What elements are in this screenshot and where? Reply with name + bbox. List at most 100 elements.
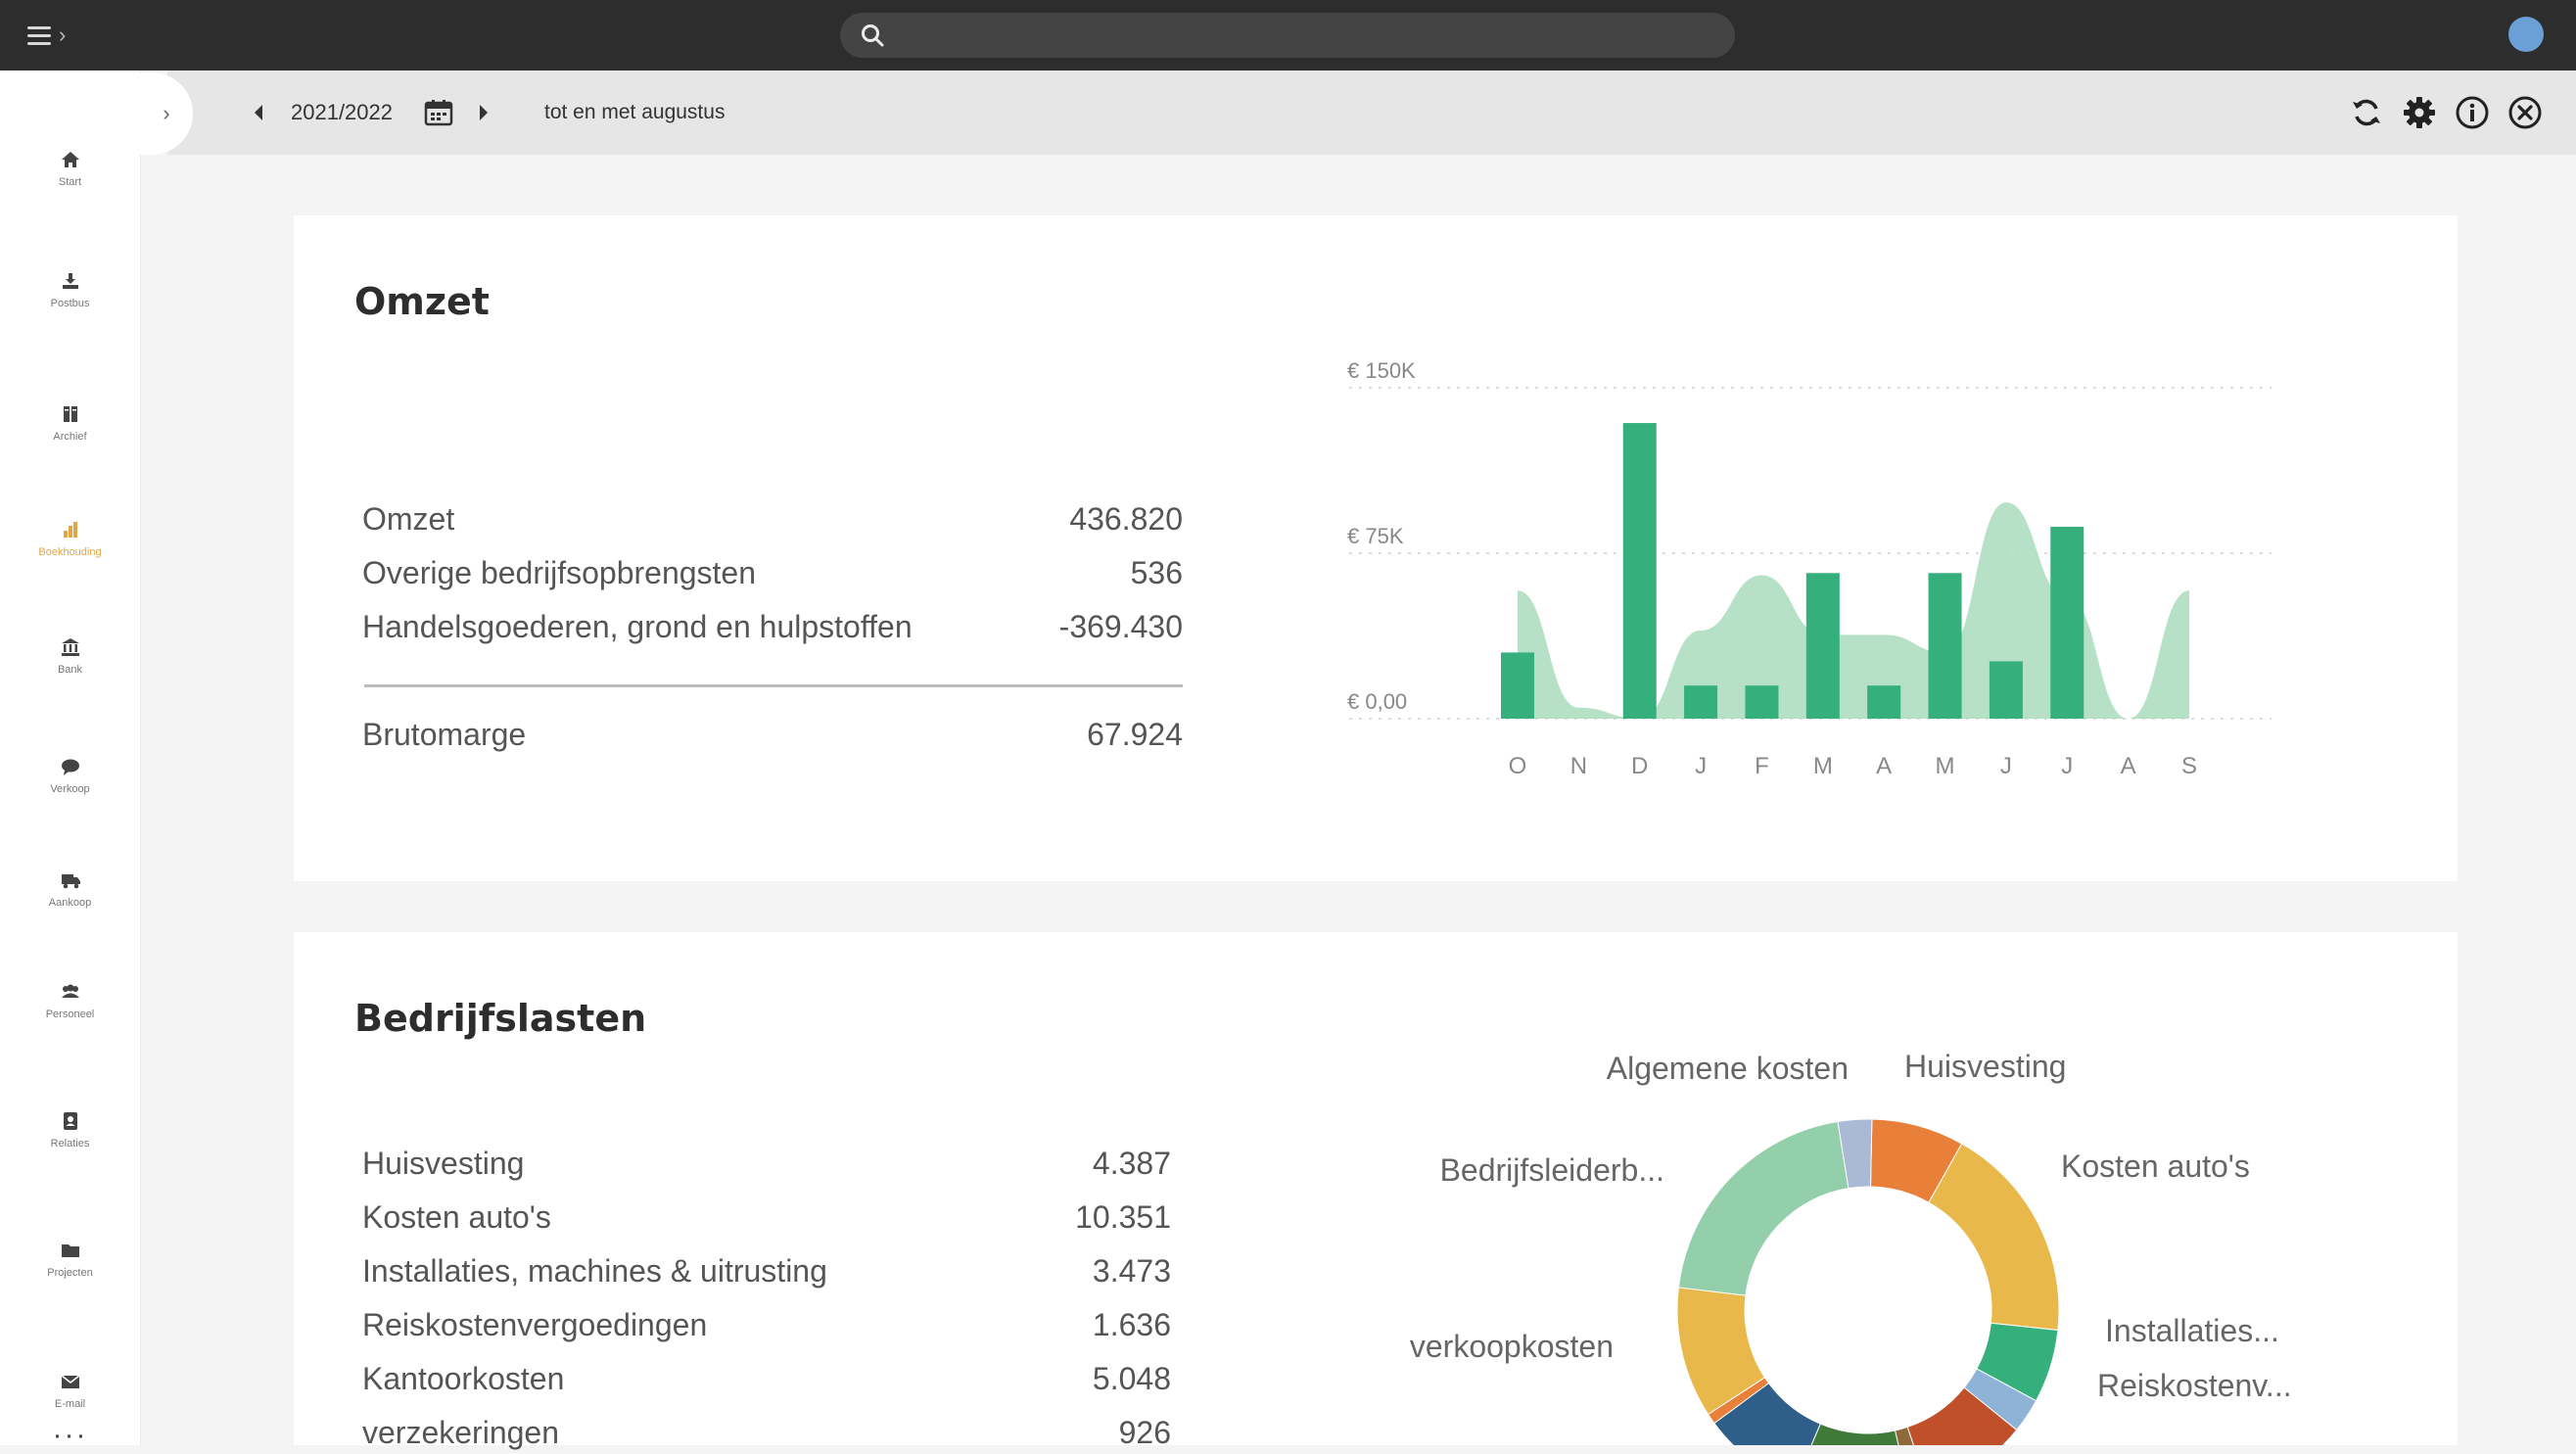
toolbar: 2021/2022 tot en met augustus [167,70,2576,155]
row-value: 3.473 [1092,1253,1171,1289]
close-icon [2508,96,2542,129]
row-label: Reiskostenvergoedingen [362,1307,708,1342]
bar [1989,661,2023,719]
slice-label: Algemene kosten [1607,1051,1849,1086]
chevron-right-icon: › [163,101,170,125]
sidebar-item-label: Boekhouding [38,546,102,558]
sidebar-item-label: Projecten [47,1267,93,1279]
sidebar-item-projecten[interactable]: Projecten [0,1222,140,1296]
fiscal-year: 2021/2022 [291,100,393,124]
next-year-button[interactable] [477,70,491,155]
sidebar-item-label: Bank [57,664,83,676]
search-bar[interactable] [840,13,1735,58]
row-label: Kantoorkosten [362,1361,565,1396]
bar [1805,573,1840,719]
sidebar-item-bank[interactable]: Bank [0,619,140,693]
bar [1745,685,1779,719]
table-row: Kantoorkosten 5.048 [362,1361,1171,1400]
card-title: Bedrijfslasten [354,997,647,1040]
pie-slice [1906,1386,2018,1445]
bar [1867,685,1901,719]
sidebar-item-start[interactable]: Start [0,131,140,206]
sidebar: Start Postbus Archief Boekhouding Bank V… [0,70,141,1451]
row-label: Handelsgoederen, grond en hulpstoffen [362,609,913,644]
x-tick-label: J [2000,753,2012,779]
table-row: Reiskostenvergoedingen 1.636 [362,1307,1171,1346]
close-button[interactable] [2507,70,2543,155]
mail-icon [61,1375,79,1388]
main-menu-button[interactable]: › [27,18,86,53]
sidebar-item-postbus[interactable]: Postbus [0,253,140,327]
bedrijfslasten-card: Bedrijfslasten Huisvesting 4.387 Kosten … [294,932,2458,1450]
x-tick-label: M [1813,753,1833,779]
refresh-icon [2353,99,2380,126]
sidebar-item-email[interactable]: E-mail [0,1353,140,1428]
table-row: Huisvesting 4.387 [362,1146,1171,1185]
caret-right-icon [480,105,488,120]
sidebar-item-label: Verkoop [50,783,90,795]
slice-label: verkoopkosten [1410,1329,1614,1364]
refresh-button[interactable] [2349,70,2384,155]
y-tick-label: € 0,00 [1347,689,1407,714]
table-row: Kosten auto's 10.351 [362,1199,1171,1239]
card-title: Omzet [354,280,490,323]
x-tick-label: F [1755,753,1769,779]
avatar[interactable] [2508,17,2544,52]
bar [2050,526,2084,719]
home-icon [61,152,79,167]
table-row: Handelsgoederen, grond en hulpstoffen -3… [362,609,1183,648]
x-tick-label: J [2061,753,2073,779]
row-label: Kosten auto's [362,1199,551,1235]
slice-label: Reiskostenv... [2097,1368,2292,1403]
omzet-card: Omzet Omzet 436.820 Overige bedrijfsopbr… [294,215,2458,881]
bar [1501,652,1534,719]
row-label: verzekeringen [362,1415,559,1450]
inbox-icon [62,273,78,289]
chat-icon [61,759,79,775]
calendar-icon [424,100,453,126]
row-label: Overige bedrijfsopbrengsten [362,555,757,590]
row-value: 4.387 [1092,1146,1171,1181]
sidebar-item-personeel[interactable]: Personeel [0,963,140,1038]
sidebar-item-boekhouding[interactable]: Boekhouding [0,501,140,576]
bank-icon [61,638,79,656]
pie-slice [1810,1423,1899,1445]
slice-label: Installaties... [2105,1313,2279,1348]
chevron-right-icon: › [59,23,67,47]
sidebar-item-label: E-mail [54,1398,86,1410]
search-input[interactable] [899,19,1715,54]
x-tick-label: S [2181,753,2197,779]
sidebar-item-relaties[interactable]: Relaties [0,1093,140,1167]
slice-label: Bedrijfsleiderb... [1440,1152,1664,1188]
sidebar-item-label: Relaties [50,1138,90,1149]
omzet-chart: € 150K € 75K € 0,00 O N D J F M A M J J A S [1347,358,2272,779]
top-bar: › [0,0,2576,70]
previous-year-button[interactable] [252,70,265,155]
sidebar-item-aankoop[interactable]: Aankoop [0,852,140,926]
table-row: Omzet 436.820 [362,501,1183,540]
y-tick-label: € 75K [1347,524,1404,548]
pie-slice [1928,1143,2060,1332]
sidebar-item-label: Postbus [50,298,90,309]
sidebar-item-archief[interactable]: Archief [0,386,140,460]
more-icon[interactable]: ··· [52,1419,88,1451]
sidebar-item-label: Start [58,176,82,188]
sidebar-item-label: Aankoop [48,897,92,909]
bar [1684,685,1718,719]
row-label: Huisvesting [362,1146,525,1181]
search-icon [862,24,884,47]
bar [1928,573,1962,719]
row-value: 10.351 [1075,1199,1171,1235]
x-tick-label: A [2121,753,2136,779]
sidebar-item-label: Archief [53,431,87,443]
calendar-button[interactable] [424,70,453,155]
people-icon [61,984,79,998]
slice-label: Huisvesting [1904,1049,2066,1084]
settings-button[interactable] [2402,70,2437,155]
sidebar-item-verkoop[interactable]: Verkoop [0,738,140,813]
table-row: Overige bedrijfsopbrengsten 536 [362,555,1183,594]
row-value: 67.924 [1087,717,1183,752]
info-button[interactable] [2455,70,2490,155]
bar-chart-icon [63,522,77,538]
x-tick-label: D [1631,753,1648,779]
